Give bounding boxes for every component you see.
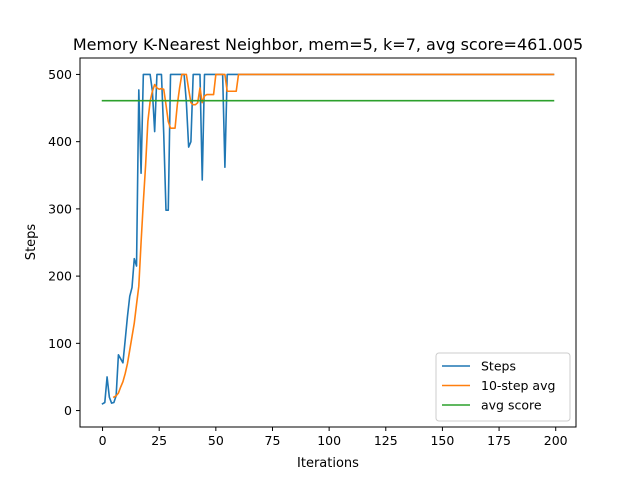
x-tick-label: 0 xyxy=(99,433,107,448)
legend-entry-label: Steps xyxy=(481,359,516,374)
y-tick-label: 400 xyxy=(48,134,72,149)
legend-box xyxy=(435,352,571,422)
x-tick-label: 200 xyxy=(544,433,568,448)
series-line-2 xyxy=(112,73,555,399)
x-axis-ticks: 0 25 50 75 100 125 150 175 200 xyxy=(99,427,568,448)
legend-entry-label: avg score xyxy=(481,398,542,413)
y-axis-ticks: 0 100 200 300 400 500 xyxy=(48,67,80,418)
plot-frame xyxy=(79,57,577,428)
y-tick-label: 200 xyxy=(48,269,72,284)
x-tick-label: 75 xyxy=(265,433,281,448)
y-tick-label: 100 xyxy=(48,336,72,351)
series-layer xyxy=(101,73,555,405)
y-tick-label: 300 xyxy=(48,201,72,216)
y-axis-label: Steps xyxy=(24,224,39,261)
x-tick-label: 100 xyxy=(317,433,341,448)
y-tick-label: 500 xyxy=(48,67,72,82)
x-tick-label: 175 xyxy=(487,433,511,448)
x-tick-label: 125 xyxy=(374,433,398,448)
legend: Steps 10-step avg avg score xyxy=(435,352,571,422)
legend-entry-label: 10-step avg xyxy=(481,378,555,393)
chart-title: Memory K-Nearest Neighbor, mem=5, k=7, a… xyxy=(73,35,583,54)
x-axis-label: Iterations xyxy=(297,456,359,471)
y-tick-label: 0 xyxy=(64,403,72,418)
x-tick-label: 25 xyxy=(151,433,167,448)
x-tick-label: 150 xyxy=(430,433,454,448)
x-tick-label: 50 xyxy=(208,433,224,448)
